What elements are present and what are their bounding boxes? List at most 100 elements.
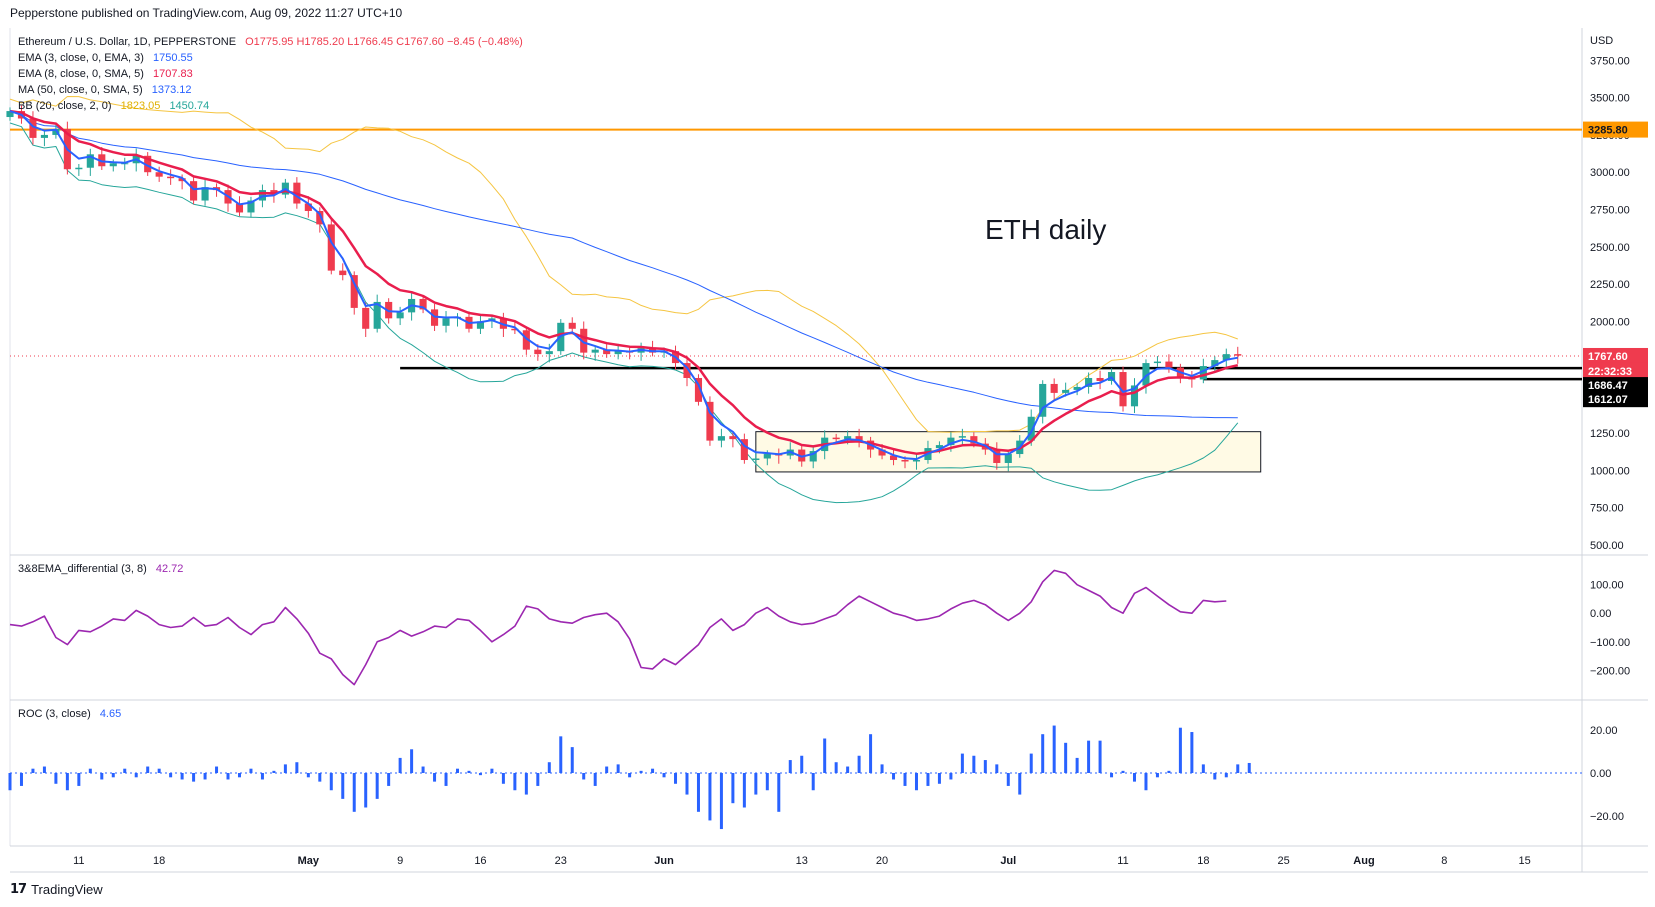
roc-bar <box>54 773 58 784</box>
candle <box>190 181 198 201</box>
roc-bar <box>1155 773 1159 778</box>
roc-bar <box>42 766 46 773</box>
candle <box>603 349 611 355</box>
roc-bar <box>1224 773 1228 778</box>
roc-bar <box>880 764 884 773</box>
roc-bar <box>8 773 12 791</box>
legend-bb-row[interactable]: BB (20, close, 2, 0) 1823.05 1450.74 <box>18 98 523 114</box>
roc-bar <box>823 738 827 773</box>
candle <box>201 187 209 201</box>
price-tick-label: 2750.00 <box>1590 204 1630 216</box>
candle <box>740 439 748 461</box>
time-tick-label: 25 <box>1278 855 1290 867</box>
candle <box>247 200 255 213</box>
countdown-label: 22:32:33 <box>1588 366 1632 378</box>
legend-ma50-name: MA (50, close, 0, SMA, 5) <box>18 84 143 96</box>
candle <box>98 154 106 167</box>
candle <box>912 460 921 462</box>
roc-bar <box>318 773 322 782</box>
roc-bar <box>995 764 999 773</box>
time-tick-label: 18 <box>153 855 165 867</box>
roc-bar <box>100 773 104 780</box>
candle <box>1222 354 1230 361</box>
roc-bar <box>869 734 873 773</box>
candle <box>1165 361 1173 368</box>
roc-bar <box>960 753 964 773</box>
diff-tick-label: 100.00 <box>1590 580 1624 592</box>
price-tick-label: 2500.00 <box>1590 242 1630 254</box>
roc-bar <box>501 773 505 784</box>
roc-bar <box>433 773 437 782</box>
time-tick-label: 8 <box>1441 855 1447 867</box>
roc-bar <box>134 773 138 778</box>
roc-bar <box>329 773 333 791</box>
candle <box>591 349 599 353</box>
candle <box>958 436 966 438</box>
roc-bar <box>410 749 414 773</box>
roc-bar <box>559 736 563 773</box>
roc-bar <box>892 773 896 780</box>
roc-bar <box>857 755 861 773</box>
roc-bar <box>1029 753 1033 773</box>
candle <box>178 178 186 182</box>
candle <box>729 436 737 440</box>
level2-price-label-bg <box>1583 391 1648 408</box>
candle <box>706 401 714 441</box>
time-tick-label: Jun <box>654 855 674 867</box>
tradingview-mark-icon: 17 <box>10 882 27 897</box>
roc-bar <box>1018 773 1022 795</box>
candle <box>855 436 863 441</box>
candle <box>1153 361 1162 364</box>
candle <box>580 328 588 353</box>
candle <box>844 436 852 440</box>
candle <box>373 301 381 329</box>
roc-bar <box>1087 740 1091 773</box>
time-tick-label: Aug <box>1353 855 1374 867</box>
roc-bar <box>547 762 551 773</box>
level1-price-label-bg <box>1583 377 1648 394</box>
candle <box>327 224 335 271</box>
roc-tick-label: −20.00 <box>1590 811 1624 823</box>
roc-bar <box>180 773 184 780</box>
roc-bar <box>983 760 987 773</box>
pane2-legend[interactable]: 3&8EMA_differential (3, 8) 42.72 <box>18 561 183 577</box>
candle <box>993 449 1001 463</box>
roc-bar <box>111 773 115 778</box>
roc-bar <box>903 773 907 786</box>
countdown-label-bg <box>1583 362 1648 379</box>
pane3-legend[interactable]: ROC (3, close) 4.65 <box>18 706 121 722</box>
roc-bar <box>1041 734 1045 773</box>
legend-ema8-row[interactable]: EMA (8, close, 0, SMA, 5) 1707.83 <box>18 66 523 82</box>
roc-bar <box>742 773 746 808</box>
roc-bar <box>1201 764 1205 773</box>
diff-tick-label: −200.00 <box>1590 665 1630 677</box>
price-tick-label: 500.00 <box>1590 540 1624 552</box>
candle <box>1050 383 1058 393</box>
resistance-price-label-bg <box>1583 121 1648 138</box>
candle <box>1004 454 1012 463</box>
roc-bar <box>478 773 482 776</box>
roc-bar <box>364 773 368 808</box>
roc-bar <box>1110 773 1114 778</box>
candle <box>1119 372 1127 407</box>
roc-bar <box>685 773 689 795</box>
roc-bar <box>249 768 253 773</box>
roc-bar <box>754 773 758 795</box>
legend-ema3-value: 1750.55 <box>153 52 193 64</box>
legend-ma50-row[interactable]: MA (50, close, 0, SMA, 5) 1373.12 <box>18 82 523 98</box>
candle <box>568 322 576 329</box>
candle <box>396 312 404 319</box>
roc-bar <box>1144 773 1148 791</box>
pane3-legend-value: 4.65 <box>99 708 122 720</box>
roc-bar <box>1052 725 1056 773</box>
candle <box>350 275 358 308</box>
roc-bar <box>490 768 494 773</box>
roc-bar <box>834 762 838 773</box>
legend-ema3-row[interactable]: EMA (3, close, 0, EMA, 3) 1750.55 <box>18 50 523 66</box>
candle <box>316 210 324 225</box>
roc-bar <box>972 755 976 773</box>
tradingview-logo[interactable]: 17 TradingView <box>10 882 103 897</box>
roc-bar <box>157 768 161 773</box>
legend-ohlc: O1775.95 H1785.20 L1766.45 C1767.60 −8.4… <box>245 36 523 48</box>
